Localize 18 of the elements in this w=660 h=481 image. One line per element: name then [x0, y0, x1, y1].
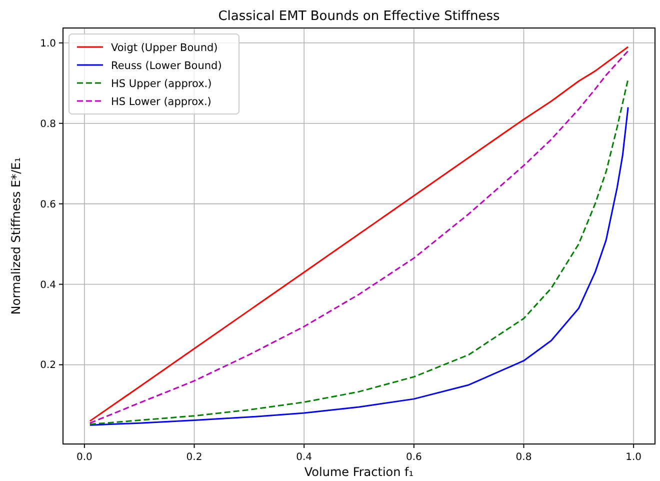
y-tick-label: 0.8	[40, 118, 56, 130]
legend-label: Reuss (Lower Bound)	[111, 60, 222, 72]
x-tick-label: 0.4	[296, 452, 312, 463]
legend-label: HS Lower (approx.)	[111, 96, 212, 108]
legend-label: HS Upper (approx.)	[111, 78, 212, 90]
x-axis-title: Volume Fraction f₁	[304, 465, 414, 479]
y-tick-label: 0.6	[40, 199, 56, 210]
y-tick-label: 1.0	[40, 38, 56, 50]
y-tick-label: 0.4	[40, 280, 56, 291]
x-tick-label: 1.0	[626, 452, 642, 463]
y-axis-title: Normalized Stiffness E*/E₁	[9, 157, 23, 315]
x-tick-label: 0.0	[76, 452, 92, 463]
legend-label: Voigt (Upper Bound)	[111, 42, 218, 54]
x-tick-label: 0.8	[516, 452, 532, 463]
x-tick-label: 0.2	[186, 452, 202, 463]
y-tick-label: 0.2	[40, 360, 56, 372]
chart-title: Classical EMT Bounds on Effective Stiffness	[218, 9, 500, 24]
x-tick-label: 0.6	[406, 452, 422, 463]
